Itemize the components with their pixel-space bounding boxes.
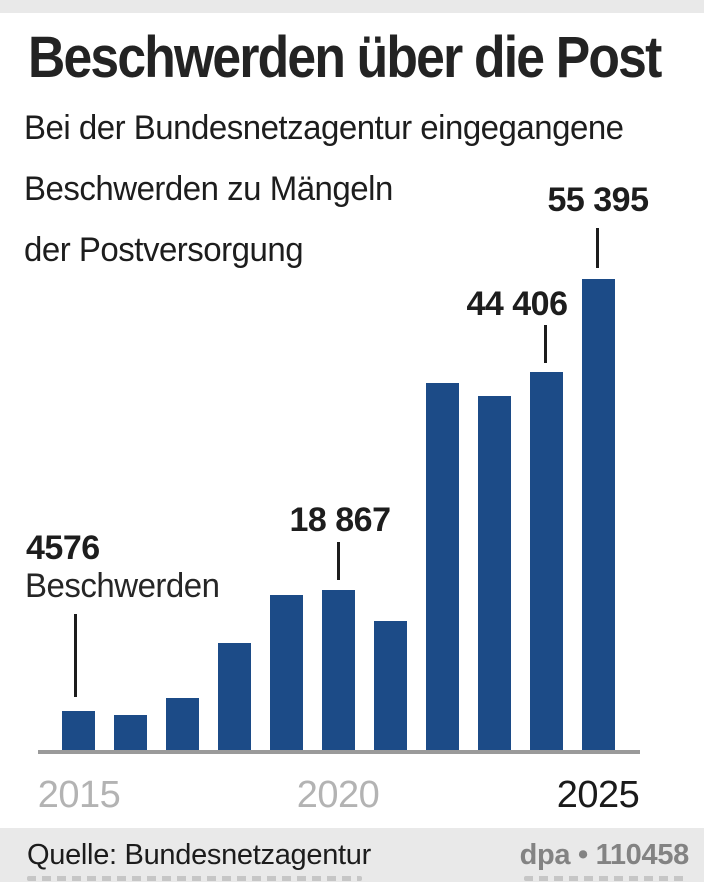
chart-title: Beschwerden über die Post	[28, 25, 662, 90]
bar-2018	[218, 643, 251, 750]
bar-2021	[374, 621, 407, 750]
footer-cutoff-text	[27, 876, 362, 881]
bar-2020	[322, 590, 355, 750]
footer-band: Quelle: Bundesnetzagentur dpa • 110458	[0, 828, 704, 882]
bar-2019	[270, 595, 303, 750]
chart-subtitle: Bei der Bundesnetzagentur eingegangene B…	[24, 98, 684, 281]
bar-2015	[62, 711, 95, 750]
value-label-2024: 44 406	[466, 285, 569, 323]
value-label-2025: 55 395	[547, 181, 650, 219]
x-tick-2020: 2020	[296, 774, 380, 816]
subtitle-line-1: Bei der Bundesnetzagentur eingegangene	[24, 109, 624, 147]
value-sublabel-2015: Beschwerden	[25, 567, 220, 605]
x-tick-2015: 2015	[37, 774, 121, 816]
source-label: Quelle: Bundesnetzagentur	[27, 839, 371, 871]
value-label-2020: 18 867	[289, 501, 392, 539]
footer-cutoff-text	[524, 876, 689, 881]
bar-2024	[530, 372, 563, 750]
top-border-band	[0, 0, 704, 13]
bar-2022	[426, 383, 459, 750]
callout-line-2025	[596, 228, 599, 268]
x-axis-line	[38, 750, 640, 754]
callout-line-2020	[337, 542, 340, 580]
x-tick-2025: 2025	[556, 774, 640, 816]
bar-2016	[114, 715, 147, 750]
callout-line-2024	[544, 325, 547, 363]
bar-2017	[166, 698, 199, 750]
bar-2025	[582, 279, 615, 750]
callout-line-2015	[74, 614, 77, 697]
subtitle-line-3: der Postversorgung	[24, 231, 304, 269]
value-label-2015: 4576	[26, 529, 100, 567]
agency-credit: dpa • 110458	[519, 839, 690, 871]
bar-2023	[478, 396, 511, 750]
subtitle-line-2: Beschwerden zu Mängeln	[24, 170, 393, 208]
